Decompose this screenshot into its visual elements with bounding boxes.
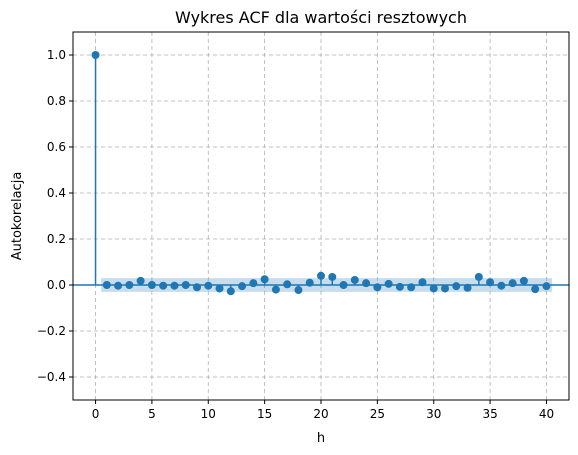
y-tick-label: 0.2 <box>47 232 66 246</box>
stem-marker <box>474 272 483 281</box>
chart-title: Wykres ACF dla wartości resztowych <box>175 8 467 27</box>
stem-marker <box>350 275 359 284</box>
stem-marker <box>260 275 269 284</box>
y-tick-label: 0.8 <box>47 94 66 108</box>
y-ticks: −0.4 −0.2 0.0 0.2 0.4 0.6 0.8 1.0 <box>37 48 73 384</box>
x-tick-label: 0 <box>92 407 100 421</box>
stem-marker <box>91 51 100 59</box>
stem-marker <box>226 287 235 296</box>
x-tick-label: 5 <box>148 407 156 421</box>
x-axis-label: h <box>317 431 325 446</box>
stem-marker <box>238 282 247 291</box>
y-tick-label: 1.0 <box>47 48 66 62</box>
y-tick-label: −0.2 <box>37 324 66 338</box>
stem-marker <box>452 282 461 291</box>
stem-marker <box>136 276 145 285</box>
x-ticks: 0 5 10 15 20 25 30 35 40 <box>92 400 554 421</box>
stem-marker <box>519 276 528 285</box>
stem-marker <box>542 282 551 291</box>
x-tick-label: 20 <box>313 407 328 421</box>
stem-marker <box>486 278 495 287</box>
stem-marker <box>395 282 404 291</box>
stem-marker <box>531 285 540 294</box>
y-tick-label: −0.4 <box>37 370 66 384</box>
x-tick-label: 40 <box>539 407 554 421</box>
y-tick-label: 0.6 <box>47 140 66 154</box>
x-tick-label: 10 <box>201 407 216 421</box>
stem-marker <box>463 283 472 292</box>
stem-marker <box>508 279 517 288</box>
x-tick-label: 25 <box>370 407 385 421</box>
stem-marker <box>317 271 325 280</box>
y-axis-label: Autokorelacja <box>10 172 25 261</box>
y-tick-label: 0.4 <box>47 186 66 200</box>
stem-marker <box>362 279 371 288</box>
stem-marker <box>249 279 258 288</box>
stem-marker <box>271 285 280 294</box>
x-tick-label: 15 <box>257 407 272 421</box>
stem-marker <box>328 272 337 281</box>
stem-marker <box>294 286 303 295</box>
stem-marker <box>384 279 393 288</box>
x-tick-label: 30 <box>426 407 441 421</box>
stem-marker <box>215 284 224 293</box>
x-tick-label: 35 <box>482 407 497 421</box>
stem-marker <box>418 278 427 287</box>
stem-marker <box>429 284 438 293</box>
stem-marker <box>441 284 449 293</box>
y-tick-label: 0.0 <box>47 278 66 292</box>
